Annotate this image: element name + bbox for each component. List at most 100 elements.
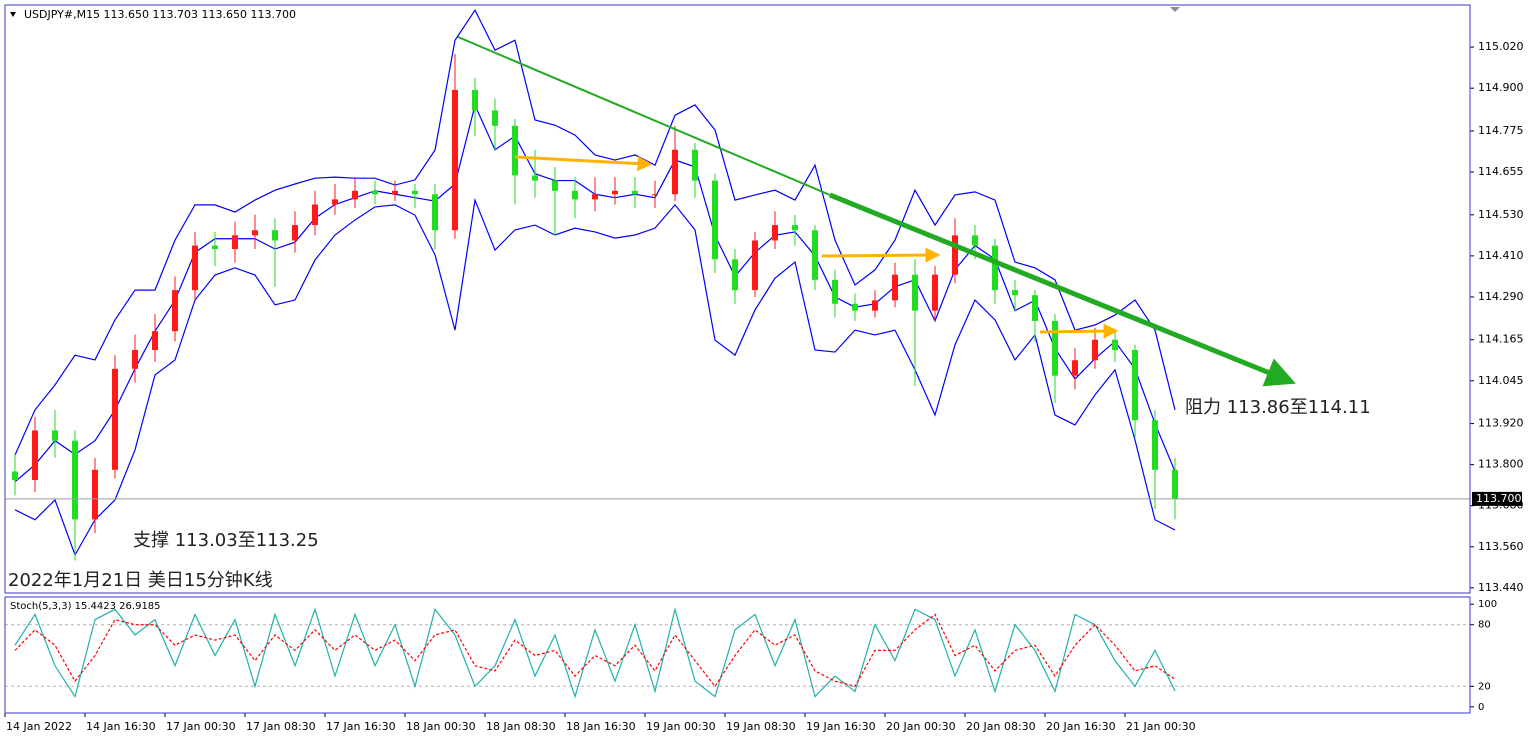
candle-body — [752, 240, 758, 291]
candle-body — [612, 190, 618, 195]
y-tick-label: 114.530 — [1478, 208, 1524, 221]
menu-triangle[interactable] — [10, 12, 16, 17]
band-lower — [14, 197, 1176, 557]
candle-body — [1152, 420, 1158, 470]
candle-body — [972, 235, 978, 246]
candle-body — [732, 259, 738, 291]
candle-body — [112, 368, 118, 470]
candle-body — [532, 175, 538, 181]
candle-body — [412, 190, 418, 195]
x-tick-label: 20 Jan 00:30 — [886, 720, 956, 733]
candle-body — [672, 149, 678, 195]
candle-body — [452, 89, 458, 231]
y-tick-label: 113.440 — [1478, 581, 1524, 594]
x-tick-label: 19 Jan 08:30 — [726, 720, 796, 733]
x-tick-label: 18 Jan 16:30 — [566, 720, 636, 733]
candle-body — [352, 190, 358, 200]
y-tick-label: 113.920 — [1478, 417, 1524, 430]
candle-body — [812, 230, 818, 280]
x-tick-label: 19 Jan 16:30 — [806, 720, 876, 733]
price-label: 113.700 — [1476, 492, 1522, 505]
price-label-box — [1472, 491, 1522, 506]
candle-body — [292, 225, 298, 241]
stoch-frame — [4, 596, 1471, 714]
candle-body — [232, 235, 238, 250]
candle-body — [1132, 349, 1138, 421]
x-tick-label: 20 Jan 08:30 — [966, 720, 1036, 733]
candle-body — [172, 290, 178, 332]
x-tick-label: 18 Jan 00:30 — [406, 720, 476, 733]
stoch-plot — [5, 606, 1470, 699]
annotation: 支撑 113.03至113.25 — [133, 530, 319, 551]
candle-body — [132, 349, 138, 369]
candle-body — [392, 190, 398, 195]
x-tick-label: 19 Jan 00:30 — [646, 720, 716, 733]
y-tick-label: 114.045 — [1478, 374, 1524, 387]
candle-body — [1092, 339, 1098, 361]
candle-body — [92, 469, 98, 520]
candle-body — [992, 245, 998, 291]
candle-body — [1032, 295, 1038, 321]
y-tick-label: 114.775 — [1478, 124, 1524, 137]
axes: 115.020 114.900 114.775 114.655 114.530 114.4… — [4, 40, 1524, 733]
y-tick-label: 80 — [1478, 620, 1491, 631]
y-tick-label: 20 — [1478, 681, 1491, 692]
candle-body — [592, 194, 598, 200]
x-tick-label: 14 Jan 2022 — [6, 720, 72, 733]
trend-arrow — [829, 192, 1296, 387]
candle-body — [72, 440, 78, 520]
candle-body — [272, 230, 278, 241]
main-plot — [5, 8, 1470, 561]
candle-body — [212, 245, 218, 250]
candle-body — [632, 190, 638, 195]
x-tick-label: 14 Jan 16:30 — [86, 720, 156, 733]
candle-body — [472, 89, 478, 111]
candle-body — [892, 274, 898, 301]
candle-body — [952, 235, 958, 275]
candle-body — [872, 300, 878, 311]
stoch-title: Stoch(5,3,3) 15.4423 26.9185 — [10, 601, 161, 612]
y-tick-label: 0 — [1478, 702, 1484, 713]
candle-body — [652, 194, 658, 196]
x-tick-label: 18 Jan 08:30 — [486, 720, 556, 733]
candle-body — [252, 230, 258, 236]
candle-body — [1052, 320, 1058, 376]
candle-body — [312, 204, 318, 226]
yellow-arrow — [1039, 323, 1119, 339]
trend-line — [457, 36, 831, 196]
candle-body — [792, 225, 798, 231]
candle-body — [332, 199, 338, 205]
x-tick-label: 21 Jan 00:30 — [1126, 720, 1196, 733]
candle-body — [932, 274, 938, 311]
candle-body — [1072, 360, 1078, 376]
candle-body — [912, 274, 918, 311]
candle-body — [12, 471, 18, 481]
x-tick-label: 20 Jan 16:30 — [1046, 720, 1116, 733]
candle-body — [1112, 339, 1118, 350]
yellow-arrow — [514, 155, 653, 172]
candle-body — [712, 180, 718, 260]
candle-body — [52, 430, 58, 441]
candle-body — [1012, 290, 1018, 296]
chart-title: USDJPY#,M15 113.650 113.703 113.650 113.… — [24, 8, 296, 21]
candle-body — [852, 303, 858, 311]
y-tick-label: 114.655 — [1478, 165, 1524, 178]
main-frame — [4, 4, 1471, 594]
y-tick-label: 114.290 — [1478, 290, 1524, 303]
band-upper — [14, 8, 1176, 456]
y-tick-label: 113.560 — [1478, 540, 1524, 553]
candle-body — [512, 125, 518, 176]
shift-marker — [1170, 7, 1180, 12]
candle-body — [432, 194, 438, 231]
candle-body — [32, 430, 38, 481]
candle-body — [152, 331, 158, 350]
y-tick-label: 115.020 — [1478, 40, 1524, 53]
candle-body — [692, 149, 698, 181]
annotation: 阻力 113.86至114.11 — [1185, 397, 1371, 418]
annotation: 2022年1月21日 美日15分钟K线 — [8, 570, 273, 591]
candle-body — [772, 225, 778, 241]
y-tick-label: 114.165 — [1478, 333, 1524, 346]
y-tick-label: 114.900 — [1478, 81, 1524, 94]
